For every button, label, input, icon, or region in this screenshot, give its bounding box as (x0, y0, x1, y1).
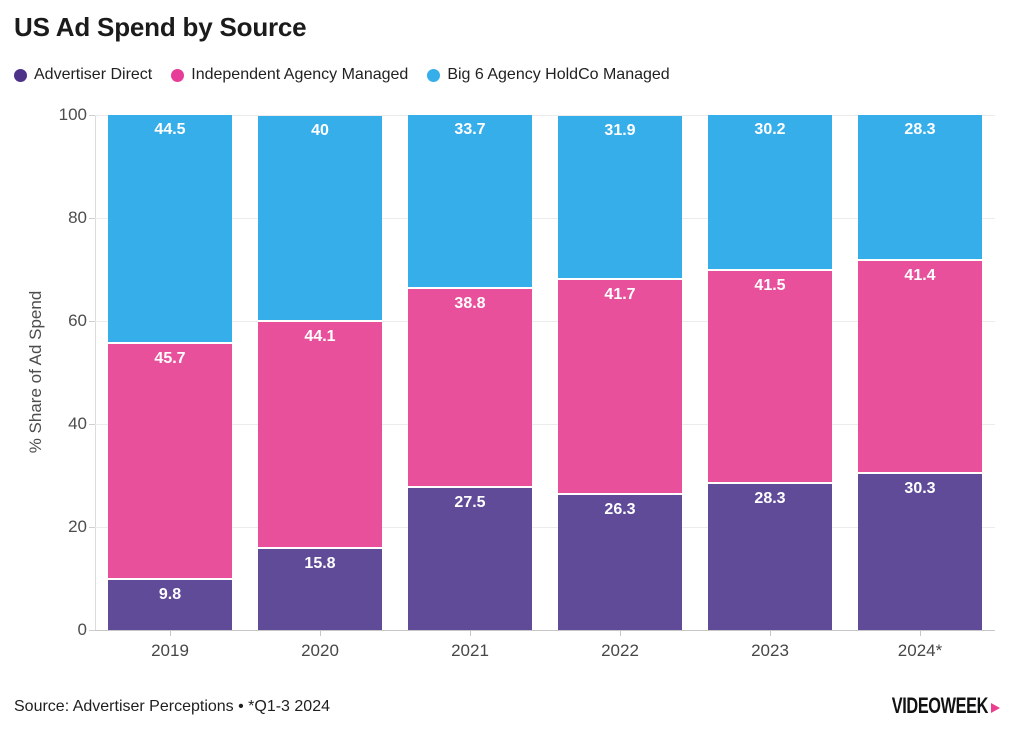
bar-segment-2020-advertiser-direct[interactable]: 15.8 (258, 548, 382, 630)
chart-title: US Ad Spend by Source (14, 12, 307, 42)
y-axis-line (95, 115, 96, 630)
gridline (95, 217, 995, 219)
x-tick-label-2024: 2024* (897, 641, 943, 660)
x-tick-mark (620, 631, 621, 636)
bar-2019: 9.8 45.7 44.5 (108, 115, 232, 630)
y-tick-mark (89, 527, 95, 528)
x-tick-label-2021: 2021 (451, 641, 489, 660)
bar-segment-2024-advertiser-direct[interactable]: 30.3 (858, 473, 982, 630)
bar-segment-2019-independent-agency-managed[interactable]: 45.7 (108, 344, 232, 580)
y-tick-mark (89, 630, 95, 631)
x-tick-label-2020: 2020 (301, 641, 339, 660)
value-label: 28.3 (904, 121, 936, 139)
value-label: 26.3 (604, 500, 636, 518)
value-label: 41.7 (604, 285, 636, 303)
plot-area: 9.8 45.7 44.5 15.8 44.1 40 27.5 38.8 33.7 26.3 41.… (89, 114, 995, 636)
bar-2023: 28.3 41.5 30.2 (708, 115, 832, 630)
source-note: Source: Advertiser Perceptions • *Q1-3 2… (14, 698, 330, 715)
legend-dot-icon (427, 68, 441, 82)
gridline (95, 526, 995, 528)
legend-label: Advertiser Direct (34, 66, 153, 83)
gridline (95, 320, 995, 322)
bar-segment-2019-advertiser-direct[interactable]: 9.8 (108, 579, 232, 630)
x-tick-label-2022: 2022 (601, 641, 639, 660)
y-tick-mark (89, 115, 95, 116)
value-label: 33.7 (454, 121, 486, 139)
legend-label: Independent Agency Managed (191, 66, 409, 83)
legend: Advertiser Direct Independent Agency Mana… (14, 66, 670, 84)
y-tick-label: 60 (68, 311, 87, 330)
y-tick-label: 80 (68, 208, 87, 227)
bar-segment-2023-advertiser-direct[interactable]: 28.3 (708, 484, 832, 630)
bar-segment-2020-big-6-agency-holdco-managed[interactable]: 40 (258, 115, 382, 322)
value-label: 44.5 (154, 121, 186, 139)
value-label: 9.8 (158, 585, 182, 603)
value-label: 41.4 (904, 266, 936, 284)
y-tick-mark (89, 321, 95, 322)
bar-segment-2022-advertiser-direct[interactable]: 26.3 (558, 494, 682, 630)
value-label: 30.2 (754, 121, 786, 139)
bar-2022: 26.3 41.7 31.9 (558, 115, 682, 630)
play-triangle-icon (991, 702, 1000, 713)
legend-label: Big 6 Agency HoldCo Managed (447, 66, 670, 83)
y-tick-label: 0 (77, 620, 87, 639)
legend-item-advertiser-direct: Advertiser Direct (14, 66, 152, 84)
videoweek-logo: VIDEOWEEK (858, 693, 1000, 718)
x-tick-mark (320, 631, 321, 636)
x-tick-mark (470, 631, 471, 636)
bar-segment-2021-advertiser-direct[interactable]: 27.5 (408, 488, 532, 630)
x-tick-mark (170, 631, 171, 636)
value-label: 44.1 (304, 327, 336, 345)
legend-item-big-6-agency-holdco-managed: Big 6 Agency HoldCo Managed (427, 66, 670, 84)
y-tick-label: 20 (68, 517, 87, 536)
x-tick-mark (770, 631, 771, 636)
value-label: 27.5 (454, 494, 486, 512)
value-label: 31.9 (604, 121, 636, 139)
bar-segment-2022-big-6-agency-holdco-managed[interactable]: 31.9 (558, 115, 682, 280)
legend-dot-icon (14, 68, 27, 82)
value-label: 30.3 (904, 479, 936, 497)
bar-2021: 27.5 38.8 33.7 (408, 115, 532, 630)
value-label: 15.8 (304, 554, 336, 572)
bar-segment-2024-independent-agency-managed[interactable]: 41.4 (858, 260, 982, 474)
logo-text: VIDEOWEEK (891, 693, 989, 718)
value-label: 40 (311, 121, 329, 139)
bar-segment-2022-independent-agency-managed[interactable]: 41.7 (558, 279, 682, 495)
value-label: 28.3 (754, 490, 786, 508)
legend-dot-icon (171, 68, 185, 82)
y-tick-mark (89, 424, 95, 425)
bar-2024: 30.3 41.4 28.3 (858, 115, 982, 630)
bar-segment-2021-big-6-agency-holdco-managed[interactable]: 33.7 (408, 115, 532, 289)
legend-item-independent-agency-managed: Independent Agency Managed (171, 66, 408, 84)
value-label: 38.8 (454, 294, 486, 312)
x-tick-label-2023: 2023 (751, 641, 789, 660)
value-label: 41.5 (754, 276, 786, 294)
y-tick-mark (89, 218, 95, 219)
bar-segment-2023-independent-agency-managed[interactable]: 41.5 (708, 270, 832, 485)
bar-segment-2020-independent-agency-managed[interactable]: 44.1 (258, 321, 382, 549)
y-tick-label: 40 (68, 414, 87, 433)
bar-segment-2019-big-6-agency-holdco-managed[interactable]: 44.5 (108, 115, 232, 345)
x-axis-line (95, 630, 995, 631)
bar-segment-2024-big-6-agency-holdco-managed[interactable]: 28.3 (858, 115, 982, 261)
gridline (95, 114, 995, 116)
bar-2020: 15.8 44.1 40 (258, 115, 382, 630)
bar-segment-2023-big-6-agency-holdco-managed[interactable]: 30.2 (708, 115, 832, 271)
bar-segment-2021-independent-agency-managed[interactable]: 38.8 (408, 288, 532, 489)
y-tick-label: 100 (58, 105, 87, 124)
x-tick-mark (920, 631, 921, 636)
value-label: 45.7 (154, 350, 186, 368)
gridline (95, 423, 995, 425)
x-tick-label-2019: 2019 (151, 641, 189, 660)
